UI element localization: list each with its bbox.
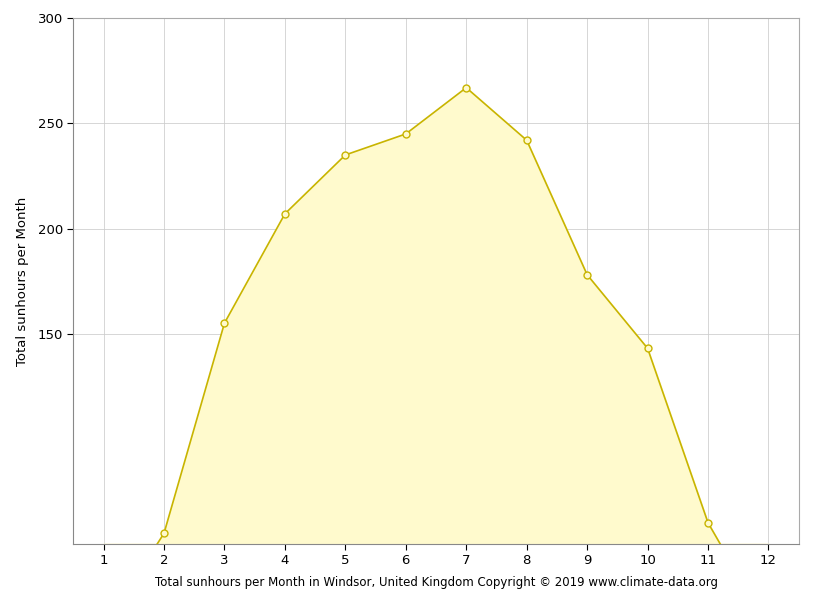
X-axis label: Total sunhours per Month in Windsor, United Kingdom Copyright © 2019 www.climate: Total sunhours per Month in Windsor, Uni… [155, 576, 717, 588]
Y-axis label: Total sunhours per Month: Total sunhours per Month [16, 196, 29, 366]
